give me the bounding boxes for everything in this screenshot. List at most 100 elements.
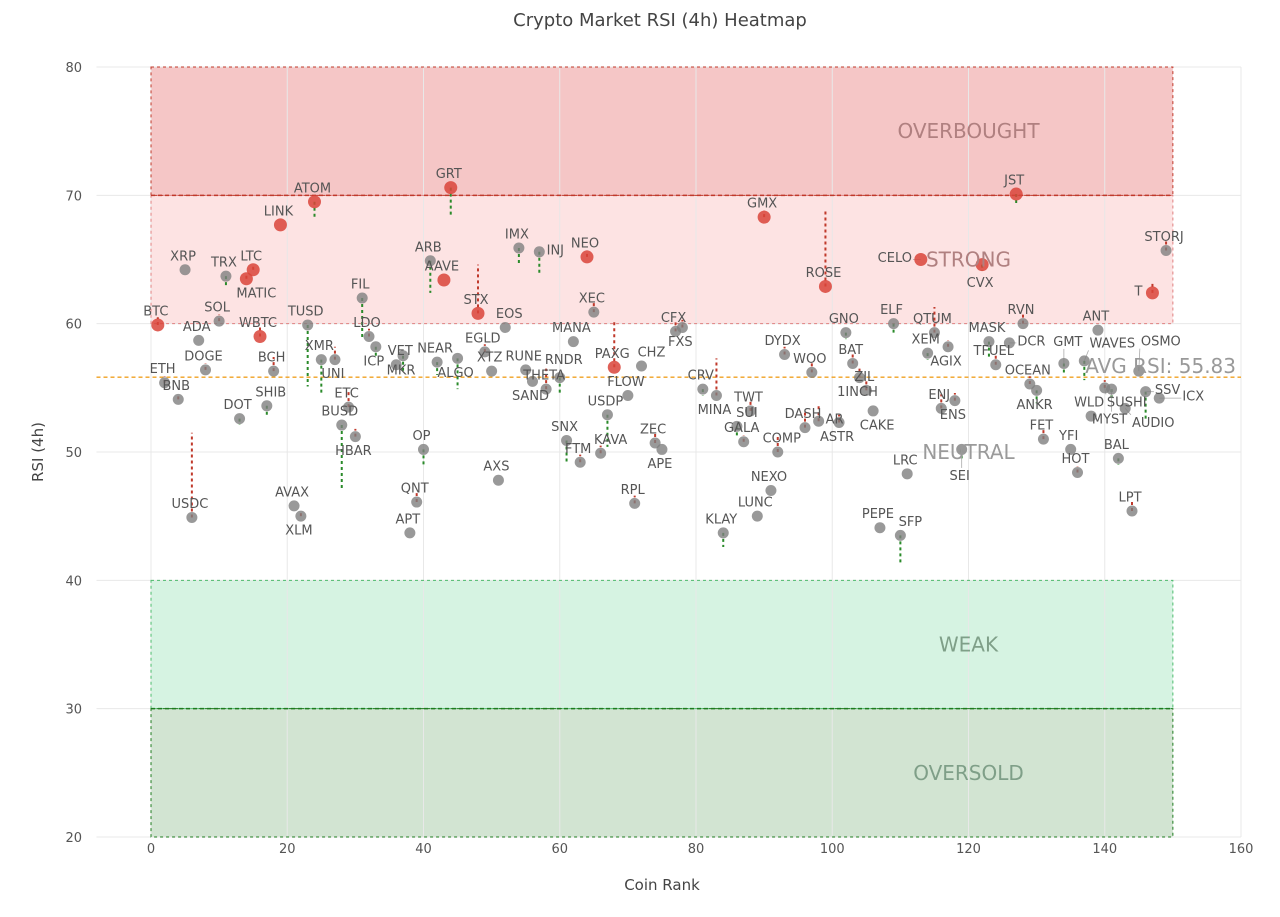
point-stx bbox=[471, 306, 485, 320]
point-label-fxs: FXS bbox=[668, 335, 693, 350]
point-label-twt: TWT bbox=[733, 390, 763, 405]
point-rndr bbox=[554, 372, 566, 384]
point-label-icp: ICP bbox=[363, 354, 384, 369]
point-mask bbox=[983, 336, 995, 348]
band-label-strong: STRONG bbox=[926, 248, 1011, 272]
point-xem bbox=[922, 347, 934, 359]
point-doge bbox=[200, 364, 211, 376]
point-label-tfuel: TFUEL bbox=[973, 344, 1015, 359]
point-label-ar: AR bbox=[826, 413, 844, 428]
point-label-mkr: MKR bbox=[387, 363, 416, 378]
point-gmt bbox=[1058, 357, 1070, 369]
average-rsi-label: AVG RSI: 55.83 bbox=[1085, 354, 1236, 378]
point-label-sfp: SFP bbox=[899, 515, 923, 530]
point-label-zil: ZIL bbox=[854, 370, 875, 385]
point-near bbox=[431, 356, 443, 368]
point-vet bbox=[390, 359, 402, 371]
point-rpl bbox=[629, 497, 641, 509]
point-label-jst: JST bbox=[1003, 174, 1024, 189]
point-label-sol: SOL bbox=[204, 301, 230, 316]
point-label-eos: EOS bbox=[496, 307, 523, 322]
point-label-dydx: DYDX bbox=[764, 334, 800, 349]
point-label-xmr: XMR bbox=[305, 339, 334, 354]
point-label-cake: CAKE bbox=[860, 418, 895, 433]
point-label-neo: NEO bbox=[571, 236, 599, 251]
point-fil bbox=[356, 292, 368, 304]
point-label-xrp: XRP bbox=[170, 249, 196, 264]
point-label-inj: INJ bbox=[547, 243, 564, 258]
point-label-icx: ICX bbox=[1182, 390, 1204, 405]
point-usdc bbox=[186, 511, 198, 523]
point-label-xtz: XTZ bbox=[477, 351, 503, 366]
point-label-arb: ARB bbox=[415, 240, 442, 255]
point-eos bbox=[499, 322, 511, 334]
point-egld bbox=[479, 346, 491, 358]
point-label-trx: TRX bbox=[210, 256, 237, 271]
point-label-dot: DOT bbox=[223, 398, 251, 413]
point-label-ftm: FTM bbox=[565, 442, 591, 457]
point-qtum bbox=[928, 327, 940, 339]
point-label-dash: DASH bbox=[785, 407, 822, 422]
point-label-uni: UNI bbox=[321, 367, 344, 382]
point-label-imx: IMX bbox=[505, 227, 529, 242]
point-comp bbox=[772, 446, 784, 458]
point-label-ens: ENS bbox=[940, 408, 966, 423]
point-sol bbox=[213, 315, 225, 327]
point-label-matic: MATIC bbox=[236, 286, 276, 301]
point-xmr bbox=[315, 354, 327, 366]
point-label-near: NEAR bbox=[417, 342, 453, 357]
band-label-overbought: OVERBOUGHT bbox=[897, 119, 1040, 143]
point-label-sui: SUI bbox=[736, 406, 758, 421]
point-ada bbox=[193, 334, 205, 346]
point-label-rpl: RPL bbox=[621, 483, 646, 498]
point-label-lrc: LRC bbox=[893, 453, 918, 468]
x-tick-label: 120 bbox=[956, 842, 981, 857]
point-label-paxg: PAXG bbox=[595, 347, 630, 362]
point-label-rndr: RNDR bbox=[545, 353, 583, 368]
point-jst bbox=[1009, 187, 1023, 201]
point-label-shib: SHIB bbox=[255, 385, 286, 400]
point-label-gno: GNO bbox=[829, 312, 859, 327]
point-chz bbox=[636, 360, 647, 372]
data-points bbox=[151, 181, 1172, 541]
point-xlm bbox=[295, 510, 307, 522]
point-grt bbox=[444, 181, 458, 195]
y-tick-label: 70 bbox=[65, 189, 82, 204]
point-crv bbox=[697, 383, 709, 395]
point-imx bbox=[513, 242, 525, 254]
point-pepe bbox=[874, 522, 886, 534]
point-axs bbox=[492, 474, 504, 486]
y-tick-label: 40 bbox=[65, 574, 82, 589]
point-label-sei: SEI bbox=[950, 469, 970, 484]
point-tfuel bbox=[990, 359, 1002, 371]
point-snx bbox=[561, 434, 573, 446]
x-tick-label: 60 bbox=[551, 842, 568, 857]
point-dcr bbox=[1003, 337, 1015, 349]
point-theta bbox=[540, 383, 552, 395]
point-apt bbox=[404, 527, 416, 539]
point-osmo bbox=[1133, 365, 1145, 377]
point-label-theta: THETA bbox=[522, 369, 565, 384]
x-tick-label: 0 bbox=[147, 842, 155, 857]
point-label-ant: ANT bbox=[1083, 310, 1110, 325]
point-audio bbox=[1119, 402, 1131, 414]
point-label-ankr: ANKR bbox=[1017, 398, 1053, 413]
band-strong bbox=[151, 195, 1173, 324]
point-label-usdp: USDP bbox=[588, 394, 624, 409]
point-label-t: T bbox=[1133, 284, 1142, 299]
point-cake bbox=[867, 405, 879, 417]
point-label-bnb: BNB bbox=[162, 379, 190, 394]
point-label-ssv: SSV bbox=[1155, 383, 1181, 398]
band-label-weak: WEAK bbox=[939, 633, 999, 657]
point-zil bbox=[860, 384, 872, 396]
point-op bbox=[418, 443, 429, 455]
point-label-atom: ATOM bbox=[294, 181, 331, 196]
point-waves bbox=[1078, 355, 1090, 367]
point-bat bbox=[847, 357, 859, 369]
point-storj bbox=[1160, 245, 1172, 257]
point-nexo bbox=[765, 485, 777, 496]
rsi-bands bbox=[151, 67, 1173, 837]
point-label-avax: AVAX bbox=[275, 485, 309, 500]
point-lunc bbox=[751, 510, 763, 522]
